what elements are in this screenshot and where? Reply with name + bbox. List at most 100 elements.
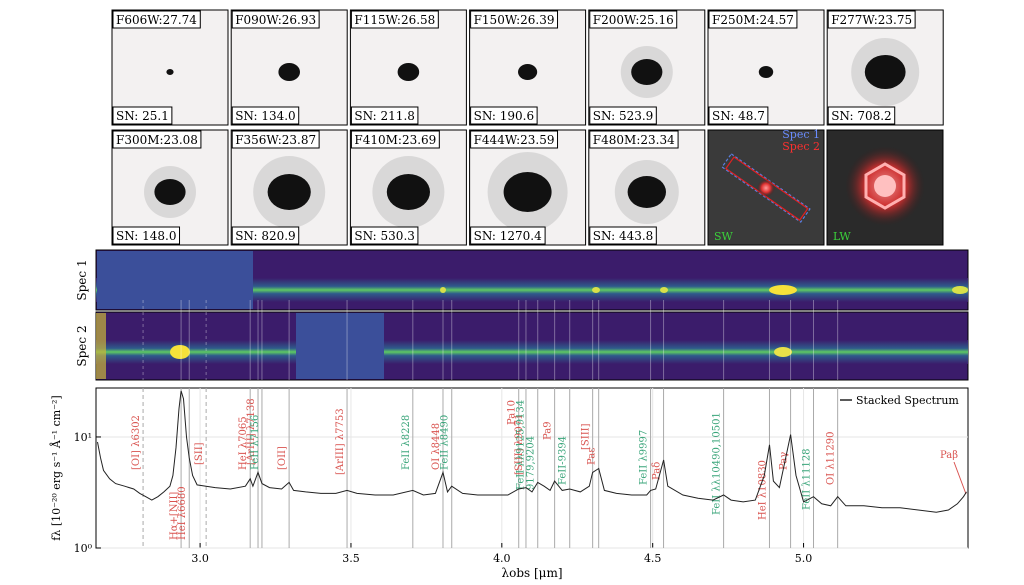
source <box>864 55 906 89</box>
y-tick-label: 10¹ <box>74 431 92 444</box>
sn-label: SN: 708.2 <box>831 109 892 123</box>
legend-label: Spec 1 <box>782 128 820 141</box>
line-label: HeI λ6680 <box>177 486 188 540</box>
line-label: Pa9 <box>543 421 554 440</box>
line-label: FeII λ9997 <box>639 430 650 485</box>
filter-label: F250M:24.57 <box>712 13 794 27</box>
line-label: OI λ8448 <box>431 423 442 470</box>
spectra-2d: Spec 1 Spec 2 <box>75 249 969 381</box>
line-label: [ArIII] λ7138 <box>246 398 257 465</box>
filter-label: F444W:23.59 <box>474 133 555 147</box>
label-box <box>231 106 300 125</box>
line-label: FeII λ8490 <box>440 415 451 470</box>
label-box <box>589 10 678 29</box>
label-box <box>231 10 320 29</box>
legend-label: Spec 2 <box>782 140 820 153</box>
line-label: [ArIII] λ7753 <box>335 408 346 475</box>
label-box <box>112 130 202 149</box>
label-box <box>470 10 559 29</box>
y-tick-label: 10⁰ <box>74 542 93 555</box>
filter-label: F410M:23.69 <box>354 133 436 147</box>
source <box>631 59 663 85</box>
label-box <box>470 106 538 125</box>
source <box>503 172 552 212</box>
sw-panel: Spec 1 Spec 2 SW <box>707 128 825 246</box>
label-box <box>231 130 320 149</box>
label-box <box>827 10 916 29</box>
line-label: FeII λ7156 <box>250 415 261 470</box>
label-box <box>470 130 559 149</box>
sn-label: SN: 134.0 <box>235 109 296 123</box>
source <box>267 174 311 210</box>
line-label: FeII λλ9125,9134 <box>516 400 527 490</box>
filter-label: F356W:23.87 <box>235 133 316 147</box>
line-label: [SIII] λ9071 <box>514 414 525 475</box>
label-box <box>350 130 440 149</box>
label-box <box>589 130 679 149</box>
sn-label: SN: 523.9 <box>593 109 654 123</box>
label-box <box>350 106 419 125</box>
source <box>758 66 774 78</box>
label-box <box>112 10 201 29</box>
y-axis-label: fλ [10⁻²⁰ erg s⁻¹ Å⁻¹ cm⁻²] <box>49 395 63 540</box>
legend-label: Stacked Spectrum <box>856 394 959 407</box>
line-label: FeII-9394 <box>558 436 569 485</box>
pointer <box>953 461 967 495</box>
source <box>166 69 174 75</box>
cutout-image <box>111 9 229 126</box>
filter-label: F300M:23.08 <box>116 133 198 147</box>
cutout-grid: F606W:27.74 SN: 25.1 F090W:26.93 SN: 134.0 F… <box>111 9 944 246</box>
line-label: HeI λ10830 <box>757 460 768 520</box>
line-label: Paγ <box>779 452 790 470</box>
line-label: OI λ11290 <box>826 432 837 485</box>
source <box>627 176 666 208</box>
x-tick-label: 5.0 <box>795 552 813 565</box>
line-label: Paε <box>587 448 598 465</box>
line-label: FeII λλ10490,10501 <box>712 412 723 515</box>
source <box>386 174 430 210</box>
sn-label: SN: 530.3 <box>354 229 415 243</box>
panel-label: LW <box>833 230 851 243</box>
filter-label: F115W:26.58 <box>354 13 435 27</box>
x-tick-label: 3.5 <box>342 552 360 565</box>
filter-label: F480M:23.34 <box>593 133 675 147</box>
source <box>397 63 420 81</box>
spectrum-line <box>97 390 967 513</box>
spectrum-label: Spec 1 <box>75 259 89 300</box>
lw-panel: LW <box>826 129 944 246</box>
label-box <box>470 226 546 245</box>
panel-label: SW <box>714 230 734 243</box>
x-axis-label: λobs [μm] <box>501 566 562 580</box>
filter-label: F606W:27.74 <box>116 13 197 27</box>
x-tick-label: 3.0 <box>191 552 209 565</box>
line-label: Paβ <box>940 450 958 461</box>
label-box <box>350 10 439 29</box>
sn-label: SN: 190.6 <box>474 109 535 123</box>
label-box <box>708 10 798 29</box>
sn-label: SN: 1270.4 <box>474 229 543 243</box>
source <box>154 179 186 205</box>
line-label: [SII] <box>194 442 205 465</box>
sn-label: SN: 820.9 <box>235 229 296 243</box>
spectrum-label: Spec 2 <box>75 325 89 366</box>
sn-label: SN: 48.7 <box>712 109 765 123</box>
line-label: Pa10 <box>507 400 518 425</box>
line-label: 9179,9204 <box>526 436 537 490</box>
label-box <box>589 106 657 125</box>
line-label: [OI] λ6302 <box>131 415 142 470</box>
source <box>518 64 538 80</box>
sn-label: SN: 443.8 <box>593 229 654 243</box>
line-label: [SIII] <box>581 423 592 450</box>
sn-label: SN: 148.0 <box>116 229 177 243</box>
filter-label: F277W:23.75 <box>831 13 912 27</box>
line-label: Paδ <box>652 462 663 480</box>
line-label: HeI λ7065 <box>238 416 249 470</box>
filter-label: F090W:26.93 <box>235 13 316 27</box>
filter-label: F150W:26.39 <box>474 13 555 27</box>
line-label: FeII λ8228 <box>401 415 412 470</box>
label-box <box>112 226 181 245</box>
label-box <box>231 226 300 245</box>
x-tick-label: 4.5 <box>644 552 662 565</box>
